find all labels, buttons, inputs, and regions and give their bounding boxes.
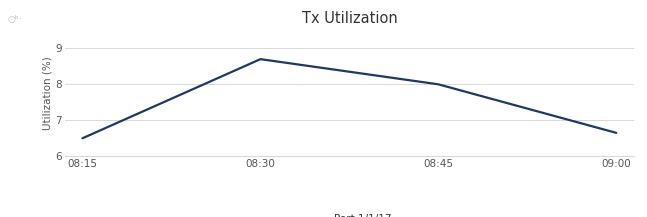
- Y-axis label: Utilization (%): Utilization (%): [43, 56, 52, 130]
- Title: Tx Utilization: Tx Utilization: [302, 12, 397, 26]
- Text: ○ᵇ·: ○ᵇ·: [8, 15, 23, 24]
- Legend: Port 1/1/17: Port 1/1/17: [307, 214, 391, 217]
